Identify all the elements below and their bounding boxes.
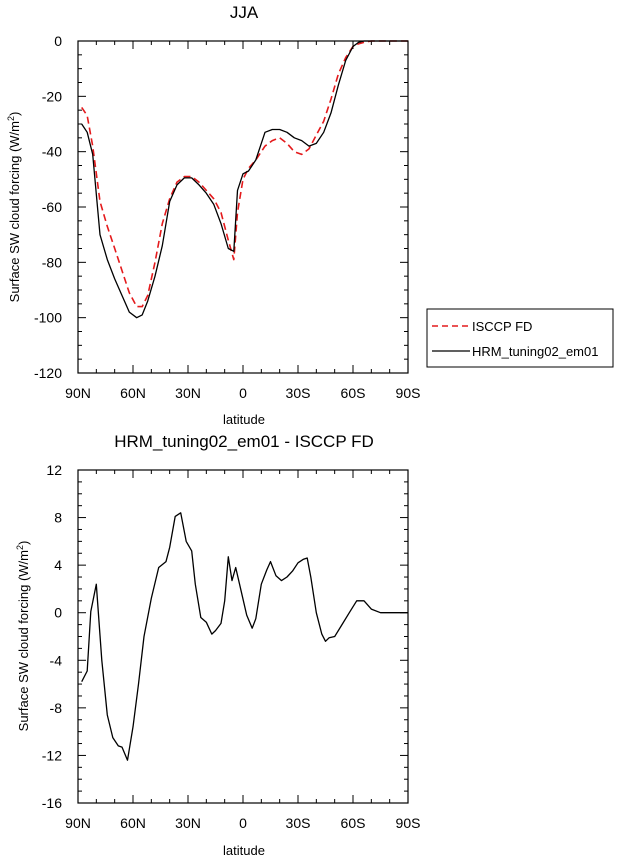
bottom-x-tick-label: 0	[239, 815, 247, 831]
top-y-axis-label: Surface SW cloud forcing (W/m2)	[6, 112, 22, 303]
bottom-x-tick-label: 30S	[286, 815, 311, 831]
bottom-y-tick-label: 4	[54, 557, 62, 573]
legend-box	[426, 308, 614, 368]
bottom-axis-ticks	[77, 469, 409, 804]
legend-label-hrm: HRM_tuning02_em01	[472, 344, 598, 359]
bottom-x-tick-label: 90S	[396, 815, 421, 831]
bottom-plot-frame	[77, 469, 409, 804]
top-y-tick-label: -40	[42, 144, 62, 160]
bottom-y-tick-label: 0	[54, 605, 62, 621]
top-series-lines	[81, 40, 408, 319]
top-y-tick-label: -60	[42, 199, 62, 215]
bottom-y-tick-label: -8	[50, 700, 63, 716]
top-y-tick-label: -100	[34, 310, 62, 326]
top-x-tick-label: 90N	[65, 385, 91, 401]
top-y-tick-label: 0	[54, 33, 62, 49]
bottom-y-tick-label: -4	[50, 652, 63, 668]
bottom-chart-title: HRM_tuning02_em01 - ISCCP FD	[114, 432, 374, 451]
top-x-tick-label: 0	[239, 385, 247, 401]
bottom-x-tick-label: 90N	[65, 815, 91, 831]
bottom-y-tick-label: -16	[42, 795, 62, 811]
top-x-tick-label: 60S	[341, 385, 366, 401]
top-y-tick-label: -80	[42, 254, 62, 270]
bottom-y-axis-label: Surface SW cloud forcing (W/m2)	[15, 541, 31, 732]
bottom-x-tick-label: 60N	[120, 815, 146, 831]
top-plot-frame	[77, 40, 409, 374]
bottom-y-tick-label: 12	[46, 462, 62, 478]
top-x-tick-label: 30S	[286, 385, 311, 401]
panel-bottom-difference: HRM_tuning02_em01 - ISCCP FD 12 8 4 0 -4 -8 -1…	[15, 432, 420, 858]
legend-label-isccp-fd: ISCCP FD	[472, 319, 532, 334]
top-series-line-hrm-tuning02-em01	[81, 40, 408, 319]
top-y-tick-label: -120	[34, 365, 62, 381]
top-x-tick-label: 90S	[396, 385, 421, 401]
bottom-y-tick-label: -12	[42, 747, 62, 763]
top-x-tick-label: 30N	[175, 385, 201, 401]
bottom-x-axis-label: latitude	[223, 843, 265, 858]
bottom-series-line-0	[81, 512, 408, 761]
top-x-axis-label: latitude	[223, 412, 265, 427]
top-x-tick-label: 60N	[120, 385, 146, 401]
bottom-x-tick-label: 30N	[175, 815, 201, 831]
bottom-series-lines	[81, 512, 408, 761]
bottom-y-tick-label: 8	[54, 510, 62, 526]
legend: ISCCP FD HRM_tuning02_em01	[426, 308, 614, 368]
top-axis-ticks	[77, 40, 409, 374]
top-chart-title: JJA	[230, 3, 259, 22]
bottom-x-tick-label: 60S	[341, 815, 366, 831]
top-series-line-isccp-fd	[81, 40, 408, 308]
top-y-tick-label: -20	[42, 88, 62, 104]
